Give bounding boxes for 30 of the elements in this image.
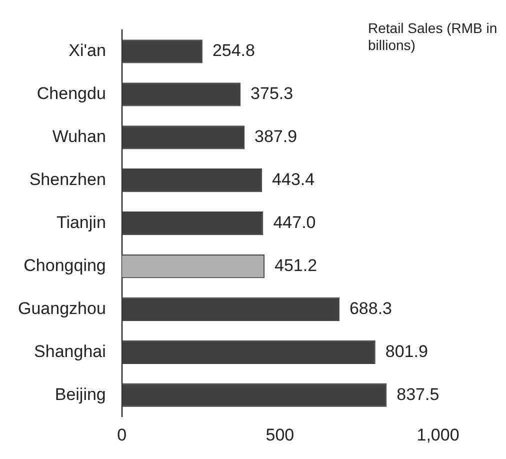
y-tick-label: Chengdu	[36, 84, 106, 104]
data-label: 375.3	[250, 84, 294, 104]
data-label: 801.9	[385, 342, 428, 361]
bar	[122, 340, 376, 364]
bar	[122, 40, 202, 64]
y-tick-label: Tianjin	[56, 212, 106, 232]
data-label: 688.3	[349, 298, 392, 318]
bar	[122, 297, 340, 322]
data-label: 254.8	[212, 41, 255, 60]
bar	[122, 126, 245, 150]
x-tick-label: 0	[117, 425, 127, 444]
data-label: 387.9	[254, 127, 298, 146]
y-tick-label: Shanghai	[34, 342, 106, 361]
y-tick-label: Shenzhen	[29, 170, 106, 190]
bar	[122, 383, 387, 407]
y-tick-label: Chongqing	[24, 256, 106, 275]
x-tick-label: 500	[266, 425, 294, 444]
chart-title: Retail Sales (RMB in billions)	[368, 20, 498, 54]
y-tick-label: Wuhan	[52, 127, 106, 146]
bar	[122, 211, 264, 236]
x-tick-label: 1,000	[416, 425, 460, 444]
y-tick-label: Guangzhou	[18, 298, 106, 318]
y-tick-label: Xi'an	[68, 41, 106, 60]
bar	[122, 168, 262, 192]
bar	[122, 82, 241, 106]
data-label: 443.4	[272, 170, 315, 190]
data-label: 447.0	[273, 212, 316, 232]
data-label: 837.5	[396, 384, 440, 404]
y-tick-label: Beijing	[54, 384, 106, 404]
data-label: 451.2	[274, 256, 318, 275]
